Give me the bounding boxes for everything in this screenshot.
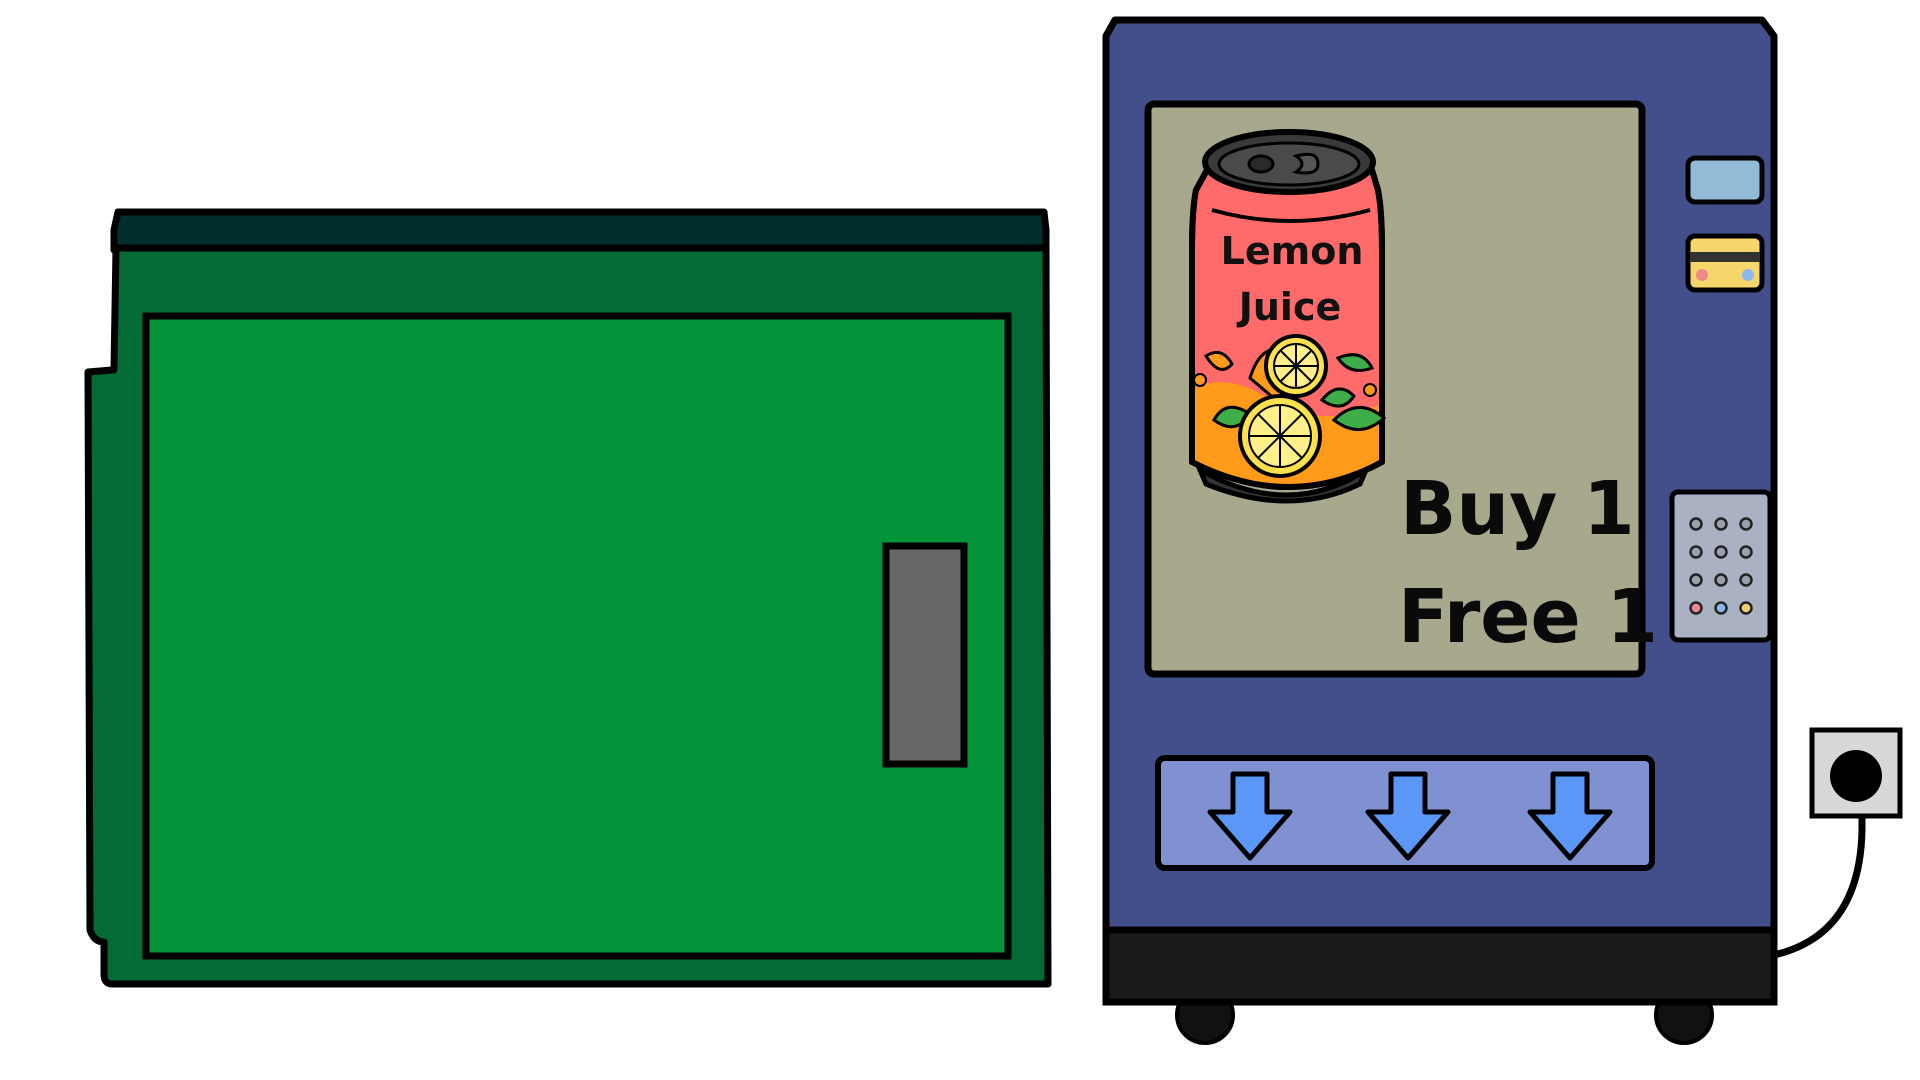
- keypad-button[interactable]: [1689, 601, 1703, 615]
- can-neck-line: [1211, 208, 1371, 223]
- plug-icon: [1830, 750, 1882, 802]
- keypad-button[interactable]: [1689, 545, 1703, 559]
- fruit-drop: [1193, 373, 1207, 387]
- down-arrow-icon: [1527, 771, 1613, 861]
- lemon-slice-icon: [1238, 394, 1322, 478]
- keypad-button[interactable]: [1714, 573, 1728, 587]
- down-arrow-icon: [1207, 771, 1293, 861]
- cabinet-door[interactable]: [142, 312, 1012, 960]
- keypad-button[interactable]: [1739, 545, 1753, 559]
- keypad-button[interactable]: [1739, 601, 1753, 615]
- keypad-panel: [1669, 489, 1773, 643]
- vending-machine-base: [1102, 926, 1778, 1006]
- can-label-line1: Lemon: [1221, 229, 1364, 273]
- can-bottom: [1194, 463, 1372, 504]
- promo-line2: Free 1: [1398, 574, 1658, 660]
- power-outlet[interactable]: [1770, 727, 1903, 959]
- green-cabinet[interactable]: [84, 208, 1052, 988]
- can-tab: [1292, 152, 1320, 175]
- can-tab-hole: [1247, 154, 1275, 174]
- keypad-button[interactable]: [1714, 601, 1728, 615]
- leaf-icon: [1319, 387, 1356, 408]
- keypad-button[interactable]: [1689, 517, 1703, 531]
- down-arrow-icon: [1365, 771, 1451, 861]
- fruit-drop: [1363, 383, 1377, 397]
- card-slot-icon: [1685, 233, 1765, 293]
- promo-line1: Buy 1: [1400, 466, 1635, 552]
- can-top-inner: [1217, 141, 1361, 187]
- lemon-juice-can[interactable]: Lemon Juice: [1189, 129, 1387, 504]
- can-label-line2: Juice: [1236, 285, 1342, 329]
- cabinet-top: [110, 208, 1050, 254]
- card-slot[interactable]: [1685, 233, 1765, 293]
- keypad-button[interactable]: [1714, 545, 1728, 559]
- cabinet-door-handle[interactable]: [882, 542, 968, 768]
- card-chip-left: [1696, 269, 1708, 281]
- card-stripe: [1690, 252, 1760, 262]
- keypad-button[interactable]: [1714, 517, 1728, 531]
- keypad-button[interactable]: [1739, 517, 1753, 531]
- bill-slot[interactable]: [1685, 155, 1765, 205]
- vending-machine[interactable]: Lemon Juice Buy 1: [1102, 16, 1778, 1045]
- card-chip-right: [1742, 269, 1754, 281]
- power-cord: [1770, 796, 1866, 959]
- leaf-icon: [1335, 353, 1375, 372]
- fruit-splash: [1203, 350, 1234, 371]
- leaf-icon: [1331, 406, 1387, 431]
- keypad[interactable]: [1669, 489, 1773, 643]
- keypad-button[interactable]: [1739, 573, 1753, 587]
- lemon-slice-icon: [1264, 334, 1328, 398]
- keypad-button[interactable]: [1689, 573, 1703, 587]
